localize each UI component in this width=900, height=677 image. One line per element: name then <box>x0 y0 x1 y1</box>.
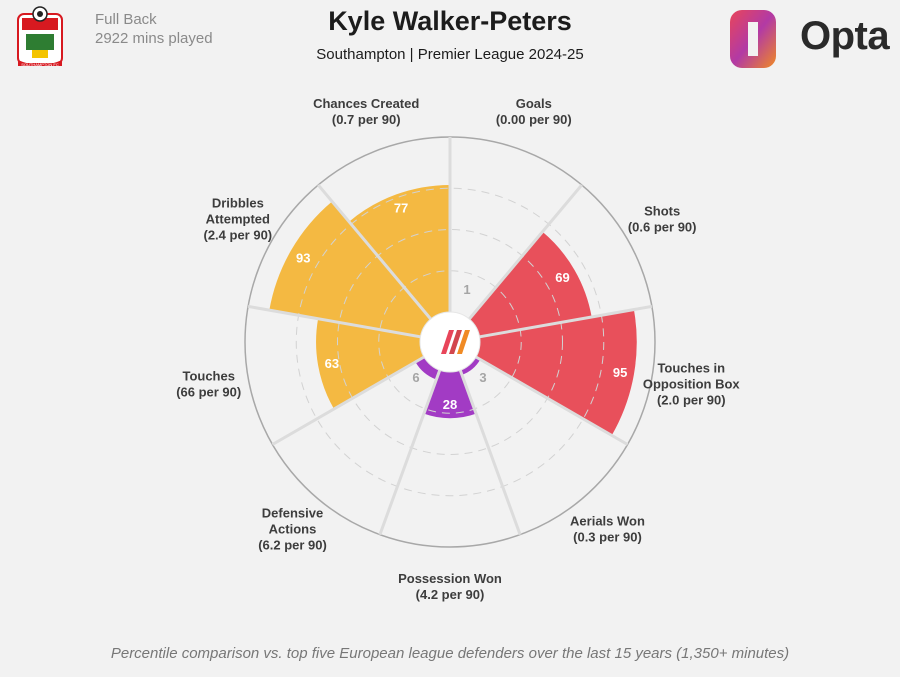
radar-spoke <box>317 183 432 320</box>
crest-text: SOUTHAMPTON FC <box>21 62 59 67</box>
radar-bar <box>423 370 477 419</box>
category-name: Opposition Box <box>643 377 741 392</box>
radar-bar <box>349 184 450 320</box>
category-name: Actions <box>269 522 317 537</box>
radar-spoke <box>458 369 522 536</box>
player-position: Full Back <box>95 11 157 28</box>
radar-spoke <box>479 304 653 339</box>
category-label: Goals (0.00 per 90) <box>496 96 572 127</box>
category-stat: (2.4 per 90) <box>203 228 272 243</box>
opta-logo-icon <box>730 10 776 68</box>
category-name: Shots <box>644 204 680 219</box>
radar-spoke <box>475 355 629 446</box>
footnote: Percentile comparison vs. top five Europ… <box>110 645 790 662</box>
category-stat: (0.6 per 90) <box>628 220 697 235</box>
ring-label: 1 <box>463 282 470 297</box>
value-label: 93 <box>296 250 310 265</box>
opta-mark-stroke <box>457 330 470 354</box>
category-name: Possession Won <box>398 571 502 586</box>
radar-bar <box>269 201 431 337</box>
category-stat: (0.00 per 90) <box>496 112 572 127</box>
category-name: Defensive <box>262 506 323 521</box>
opta-mark-icon <box>441 330 470 354</box>
category-label: Shots (0.6 per 90) <box>628 204 697 235</box>
category-stat: (66 per 90) <box>176 385 241 400</box>
radar-ring <box>337 229 563 455</box>
category-label: Touches in Opposition Box (2.0 per 90) <box>643 361 741 408</box>
category-name: Attempted <box>206 212 270 227</box>
radar-bar <box>475 309 637 436</box>
category-name: Touches <box>182 369 235 384</box>
page-title: Kyle Walker-Peters <box>328 6 572 36</box>
club-crest: SOUTHAMPTON FC <box>17 6 63 67</box>
radar-bar <box>460 357 481 375</box>
player-meta: Full Back 2922 mins played <box>95 10 213 48</box>
value-label: 28 <box>443 397 457 412</box>
category-label: Chances Created (0.7 per 90) <box>313 96 419 127</box>
minutes-played: 2922 mins played <box>95 30 213 47</box>
radar-bar <box>469 231 592 337</box>
category-stat: (4.2 per 90) <box>416 587 485 602</box>
brand-name: Opta <box>800 14 890 58</box>
value-label: 69 <box>555 270 569 285</box>
page-subtitle: Southampton | Premier League 2024-25 <box>316 46 584 63</box>
radar-spoke <box>271 355 425 446</box>
value-label: 95 <box>613 365 627 380</box>
category-label: Defensive Actions (6.2 per 90) <box>258 506 327 553</box>
opta-mark-stroke <box>449 330 462 354</box>
radar-spoke <box>378 369 442 536</box>
radar-spoke <box>468 183 583 320</box>
category-stat: (0.3 per 90) <box>573 530 642 545</box>
radar-bar <box>316 318 425 409</box>
category-name: Goals <box>516 96 552 111</box>
category-label: Possession Won (4.2 per 90) <box>398 571 502 602</box>
radar-ring <box>295 187 605 497</box>
category-stat: (2.0 per 90) <box>657 393 726 408</box>
ring-label: 6 <box>412 370 419 385</box>
opta-mark-stroke <box>441 330 454 354</box>
value-label: 77 <box>394 201 408 216</box>
category-name: Dribbles <box>212 196 264 211</box>
radar-bar <box>415 357 440 380</box>
category-name: Aerials Won <box>570 514 645 529</box>
radar-spoke <box>247 304 421 339</box>
value-label: 63 <box>325 356 339 371</box>
radar-ring <box>378 270 522 414</box>
category-label: Aerials Won (0.3 per 90) <box>570 514 645 545</box>
category-label: Dribbles Attempted (2.4 per 90) <box>203 196 272 243</box>
ring-label: 3 <box>479 370 486 385</box>
category-stat: (6.2 per 90) <box>258 538 327 553</box>
category-name: Chances Created <box>313 96 419 111</box>
category-label: Touches (66 per 90) <box>176 369 241 400</box>
category-stat: (0.7 per 90) <box>332 112 401 127</box>
category-name: Touches in <box>657 361 725 376</box>
